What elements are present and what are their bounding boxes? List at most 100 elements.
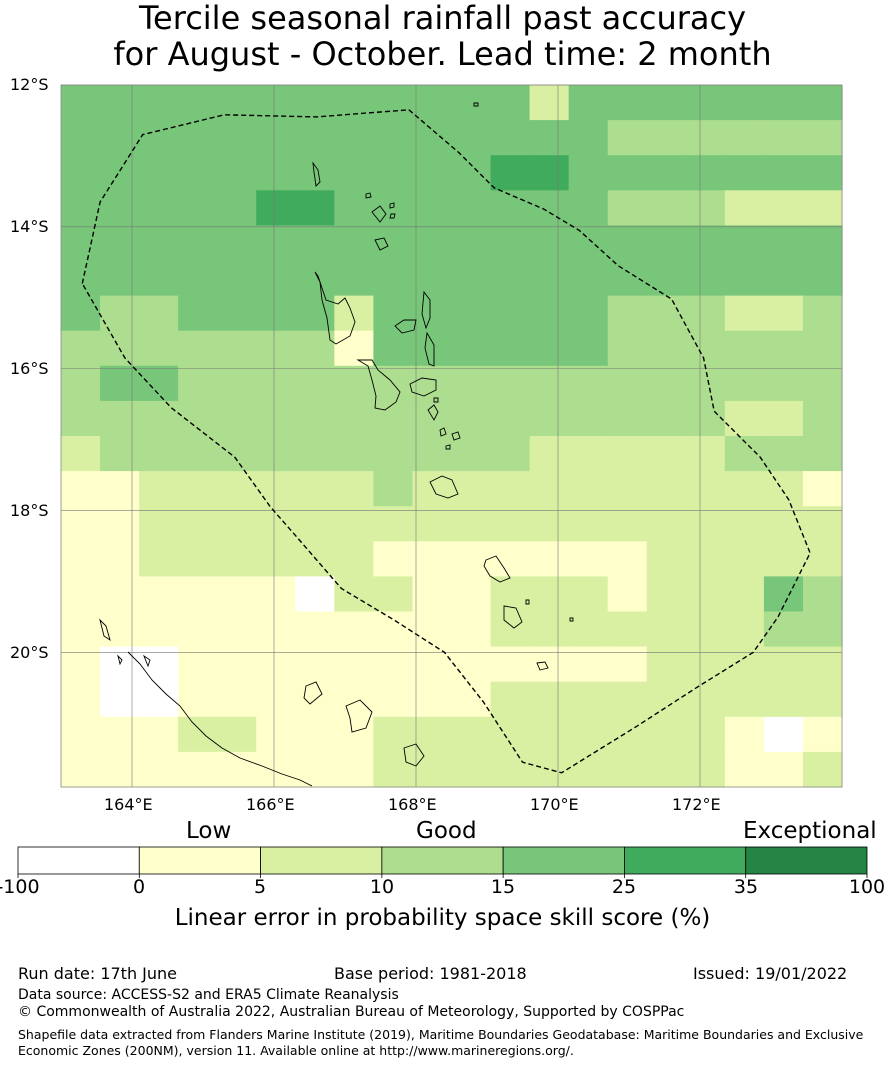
grid-cell — [100, 611, 140, 648]
grid-cell — [607, 400, 648, 437]
grid-cell — [412, 716, 453, 753]
grid-cell — [178, 681, 218, 718]
grid-cell — [256, 576, 296, 613]
grid-cell — [100, 400, 140, 437]
grid-cell — [802, 155, 843, 191]
grid-cell — [412, 225, 453, 262]
grid-cell — [217, 260, 257, 297]
grid-cell — [607, 506, 648, 542]
grid-cell — [451, 120, 492, 156]
grid-cell — [490, 471, 531, 507]
grid-cell — [490, 681, 531, 718]
grid-cell — [568, 646, 609, 683]
grid-cell — [334, 751, 374, 788]
grid-cell — [568, 576, 609, 613]
grid-cell — [568, 365, 609, 402]
islet-group-shepherd — [433, 102, 479, 450]
grid-cell — [724, 716, 765, 753]
grid-cell — [178, 155, 218, 191]
island-torres — [312, 161, 321, 187]
grid-cell — [100, 576, 140, 613]
lon-label-172e: 172°E — [672, 795, 721, 814]
grid-cell — [256, 751, 296, 788]
grid-cell — [685, 541, 726, 577]
colorbar-category-good: Good — [416, 818, 477, 844]
grid-cell — [178, 85, 218, 121]
grid-cell — [685, 646, 726, 683]
grid-cell — [178, 400, 218, 437]
island-vanua-lava — [371, 205, 387, 223]
grid-cell — [490, 85, 531, 121]
lon-label-168e: 168°E — [388, 795, 437, 814]
grid-cell — [568, 120, 609, 156]
grid-cell — [607, 225, 648, 262]
grid-cell — [217, 646, 257, 683]
grid-cell — [607, 541, 648, 577]
grid-cell — [802, 541, 843, 577]
grid-cell — [412, 681, 453, 718]
grid-cell — [61, 120, 101, 156]
grid-cell — [568, 541, 609, 577]
grid-cell — [100, 120, 140, 156]
grid-cell — [373, 85, 414, 121]
island-ambrym — [409, 377, 437, 397]
grid-cell — [217, 541, 257, 577]
grid-cell — [802, 120, 843, 156]
grid-cell — [607, 120, 648, 156]
grid-cell — [412, 471, 453, 507]
grid-cell — [256, 365, 296, 402]
grid-cell — [139, 225, 179, 262]
grid-cell — [373, 400, 414, 437]
grid-cell — [412, 365, 453, 402]
grid-cell — [334, 260, 374, 297]
shapefile-credit: Shapefile data extracted from Flanders M… — [18, 1027, 864, 1058]
grid-cell — [646, 330, 687, 367]
grid-cell — [178, 436, 218, 472]
grid-cell — [451, 471, 492, 507]
grid-cell — [61, 646, 101, 683]
grid-cell — [685, 436, 726, 472]
grid-cell — [295, 85, 335, 121]
grid-cell — [685, 155, 726, 191]
grid-cell — [529, 646, 570, 683]
grid-cell — [607, 190, 648, 226]
grid-cell — [373, 260, 414, 297]
grid-cell — [646, 225, 687, 262]
grid-cell — [763, 506, 804, 542]
grid-cell — [451, 506, 492, 542]
grid-cell — [256, 155, 296, 191]
island-ouvea — [303, 681, 323, 705]
grid-cell — [490, 155, 531, 191]
eez-boundary-line — [81, 109, 811, 774]
island-lifou — [345, 699, 373, 733]
grid-cell — [646, 436, 687, 472]
grid-cell — [61, 330, 101, 367]
grid-cell — [178, 365, 218, 402]
grid-cell — [139, 120, 179, 156]
grid-cell — [568, 681, 609, 718]
grid-cell — [802, 646, 843, 683]
island-gaua — [374, 237, 389, 251]
grid-cell — [724, 681, 765, 718]
grid-cell — [217, 576, 257, 613]
grid-cell — [646, 260, 687, 297]
grid-cell — [529, 751, 570, 788]
grid-cell — [61, 471, 101, 507]
lon-label-170e: 170°E — [530, 795, 579, 814]
grid-cell — [178, 260, 218, 297]
grid-cell — [490, 260, 531, 297]
grid-cell — [412, 646, 453, 683]
grid-cell — [256, 85, 296, 121]
grid-cell — [256, 436, 296, 472]
grid-cell — [763, 716, 804, 753]
data-source: Data source: ACCESS-S2 and ERA5 Climate … — [18, 987, 399, 1003]
skill-score-grid — [61, 85, 843, 788]
grid-cell — [61, 155, 101, 191]
grid-cell — [373, 716, 414, 753]
grid-cell — [685, 681, 726, 718]
lon-label-166e: 166°E — [246, 795, 295, 814]
colorbar-tick-1: 0 — [132, 876, 146, 898]
grid-cell — [61, 541, 101, 577]
grid-cell — [178, 120, 218, 156]
grid-cell — [802, 295, 843, 332]
